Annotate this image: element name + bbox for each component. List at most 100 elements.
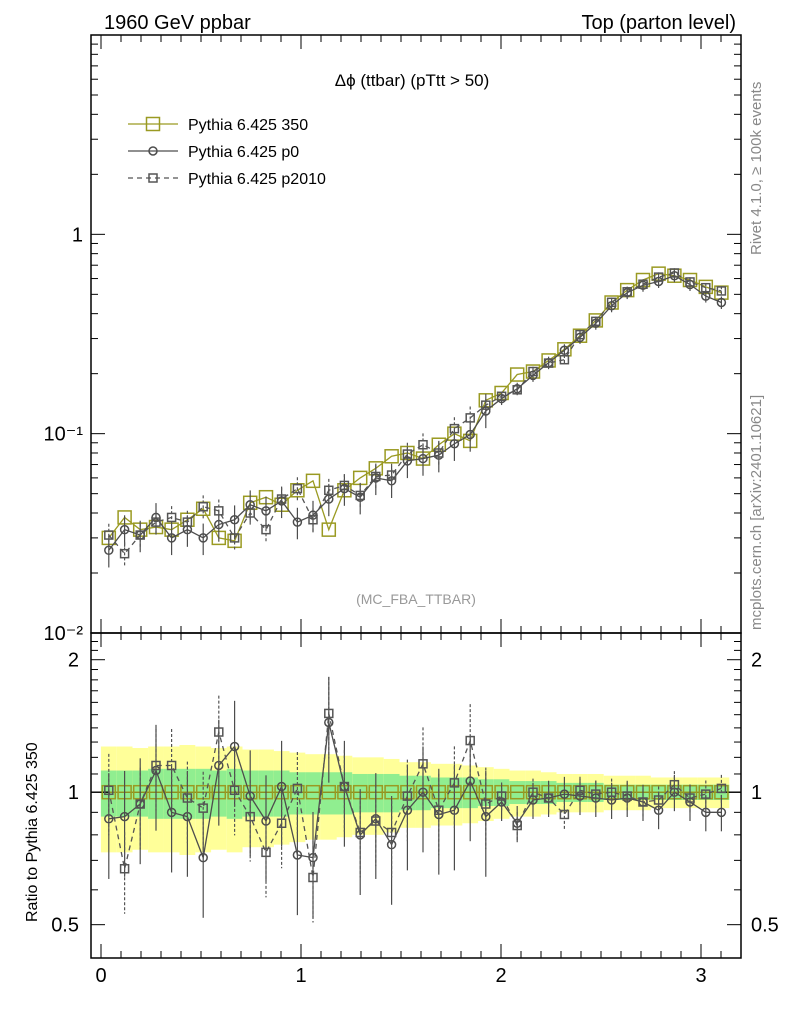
marker-small-square [292, 483, 303, 494]
legend-entry: Pythia 6.425 p0 [128, 144, 299, 161]
marker-small-square [166, 760, 177, 771]
marker-small-square [229, 533, 240, 543]
series-2 [104, 268, 727, 567]
marker-square [384, 449, 399, 464]
x-tick-label: 1 [295, 965, 306, 987]
y-tick-label: 1 [72, 224, 83, 246]
marker-small-square [324, 485, 334, 496]
legend-entry: Pythia 6.425 p2010 [128, 171, 326, 188]
marker-small-square [481, 799, 491, 809]
marker-circle [119, 811, 130, 822]
marker-small-square [214, 727, 224, 737]
marker-small-square [653, 795, 664, 805]
marker-small-square [324, 708, 334, 719]
marker-circle [148, 146, 158, 156]
marker-circle [198, 852, 208, 863]
marker-small-square [182, 517, 193, 527]
ratio-y-tick-label-right: 1 [751, 782, 762, 804]
marker-small-square [606, 787, 617, 797]
ratio-line [108, 722, 722, 861]
marker-small-square [543, 358, 554, 368]
marker-circle [559, 345, 570, 356]
marker-small-square [166, 512, 177, 523]
marker-small-square [575, 329, 585, 340]
marker-small-square [716, 286, 727, 296]
marker-circle [166, 533, 177, 543]
ratio-line [108, 713, 722, 878]
marker-small-square [261, 524, 271, 535]
energy-label: 1960 GeV ppbar [104, 12, 251, 34]
marker-small-square [638, 279, 648, 289]
marker-small-square [245, 811, 255, 822]
marker-small-square [528, 366, 538, 377]
series-1 [104, 269, 727, 568]
marker-circle [276, 781, 287, 792]
marker-square [305, 473, 321, 489]
marker-small-square [559, 809, 570, 820]
marker-small-square [449, 423, 460, 434]
ratio-y-tick-label: 0.5 [51, 915, 79, 937]
axis-ticks: 0 1 2 3 10⁻² 10⁻¹ 1 0.5 0.5 1 1 2 2 [44, 34, 779, 987]
marker-small-square [559, 354, 570, 365]
marker-small-square [104, 530, 114, 540]
ratio-axis-label: Ratio to Pythia 6.425 350 [24, 742, 41, 922]
marker-small-square [418, 439, 428, 450]
process-label: Top (parton level) [581, 12, 736, 34]
marker-small-square [119, 548, 130, 559]
marker-small-square [214, 506, 224, 516]
marker-small-square [135, 530, 145, 540]
marker-small-square [119, 863, 130, 874]
marker-circle [229, 741, 240, 752]
marker-small-square [386, 827, 397, 838]
marker-circle [292, 517, 303, 527]
marker-small-square [182, 793, 193, 803]
x-tick-label: 0 [95, 965, 106, 987]
ratio-y-tick-label-right: 2 [751, 650, 762, 672]
analysis-label: (MC_FBA_TTBAR) [356, 591, 476, 607]
marker-small-square [543, 793, 554, 803]
marker-circle [119, 524, 130, 535]
marker-small-square [292, 783, 303, 794]
marker-small-square [355, 827, 365, 838]
marker-small-square [465, 413, 475, 423]
marker-circle [559, 789, 570, 799]
legend-label: Pythia 6.425 p0 [188, 144, 299, 161]
legend: Pythia 6.425 350 Pythia 6.425 p0 Pythia 6.… [128, 116, 326, 188]
marker-small-square [669, 779, 680, 790]
marker-small-square [481, 400, 491, 410]
marker-small-square [308, 872, 318, 883]
marker-small-square [245, 508, 255, 518]
band-inner-bin [320, 772, 337, 815]
band-inner-bin [383, 773, 400, 813]
marker-small-square [685, 793, 695, 803]
marker-small-square [434, 448, 444, 458]
marker-small-square [371, 471, 381, 482]
marker-small-square [339, 480, 350, 491]
marker-small-square [606, 297, 617, 308]
band-inner-bin [305, 772, 321, 815]
marker-small-square [575, 785, 585, 796]
marker-small-square [496, 791, 507, 801]
marker-small-square [701, 282, 711, 293]
marker-small-square [638, 797, 648, 807]
ratio-y-tick-label: 1 [68, 782, 79, 804]
marker-small-square [151, 517, 161, 527]
marker-small-square [512, 385, 522, 395]
marker-small-square [622, 791, 632, 801]
ratio-y-tick-label: 2 [68, 650, 79, 672]
marker-small-square [418, 759, 428, 769]
series-0 [101, 266, 729, 549]
marker-square [509, 367, 525, 382]
marker-small-square [261, 847, 271, 858]
ratio-plot-frame [90, 632, 742, 959]
marker-small-square [512, 820, 522, 831]
source-label: mcplots.cern.ch [arXiv:2401.10621] [748, 395, 765, 630]
y-tick-label: 10⁻² [44, 623, 84, 645]
marker-circle [166, 807, 177, 818]
marker-circle [229, 514, 240, 525]
marker-small-square [591, 316, 601, 327]
marker-small-square [402, 449, 413, 459]
y-tick-label: 10⁻¹ [44, 424, 84, 446]
marker-small-square [496, 391, 507, 402]
